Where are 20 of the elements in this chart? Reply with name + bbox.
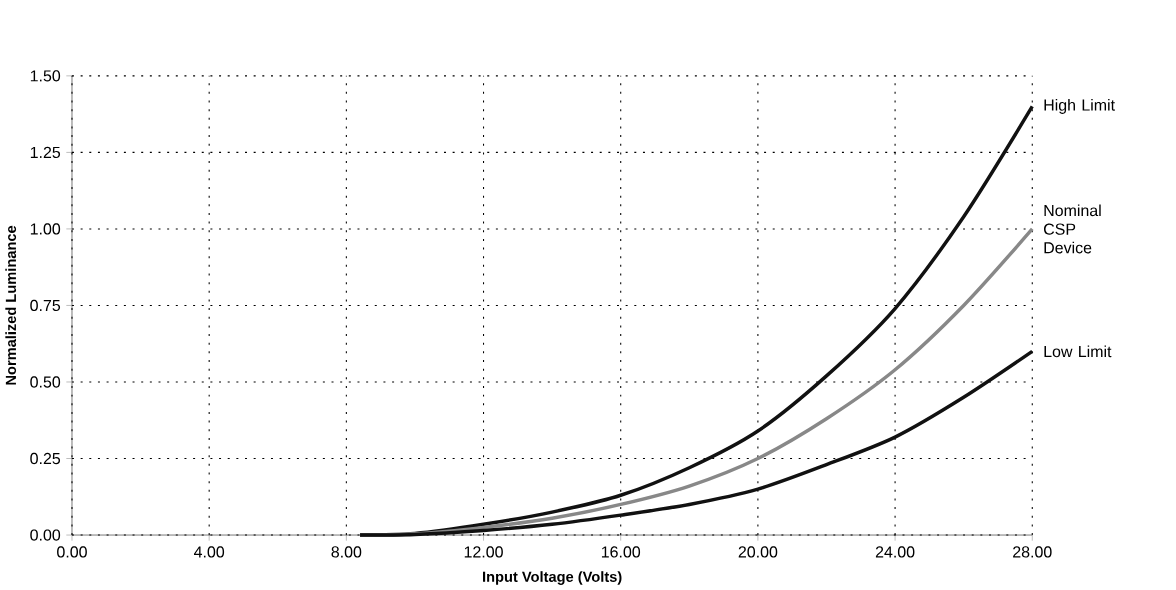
x-tick-label: 28.00: [1013, 546, 1052, 558]
y-tick-label: 0.75: [30, 299, 61, 312]
y-tick-label: 0.00: [30, 529, 61, 541]
series-label: Nominal CSP Device: [1043, 204, 1101, 254]
x-axis-title: Input Voltage (Volts): [483, 571, 622, 585]
x-tick-label: 24.00: [875, 546, 915, 558]
y-tick-label: 1.00: [30, 223, 61, 235]
y-tick-label: 0.50: [30, 376, 61, 388]
x-tick-label: 20.00: [738, 546, 778, 558]
x-tick-label: 0.00: [57, 546, 87, 558]
x-tick-label: 8.00: [331, 546, 362, 558]
y-axis-title: Normalized Luminance: [5, 225, 17, 385]
x-tick-label: 4.00: [194, 546, 225, 558]
series-label: Low Limit: [1044, 345, 1112, 358]
series-label: High Limit: [1044, 98, 1115, 114]
y-tick-label: 1.25: [30, 146, 61, 158]
y-tick-label: 1.50: [30, 70, 61, 82]
x-tick-label: 12.00: [464, 546, 503, 558]
x-tick-label: 16.00: [601, 546, 641, 558]
y-tick-label: 0.25: [30, 452, 61, 465]
